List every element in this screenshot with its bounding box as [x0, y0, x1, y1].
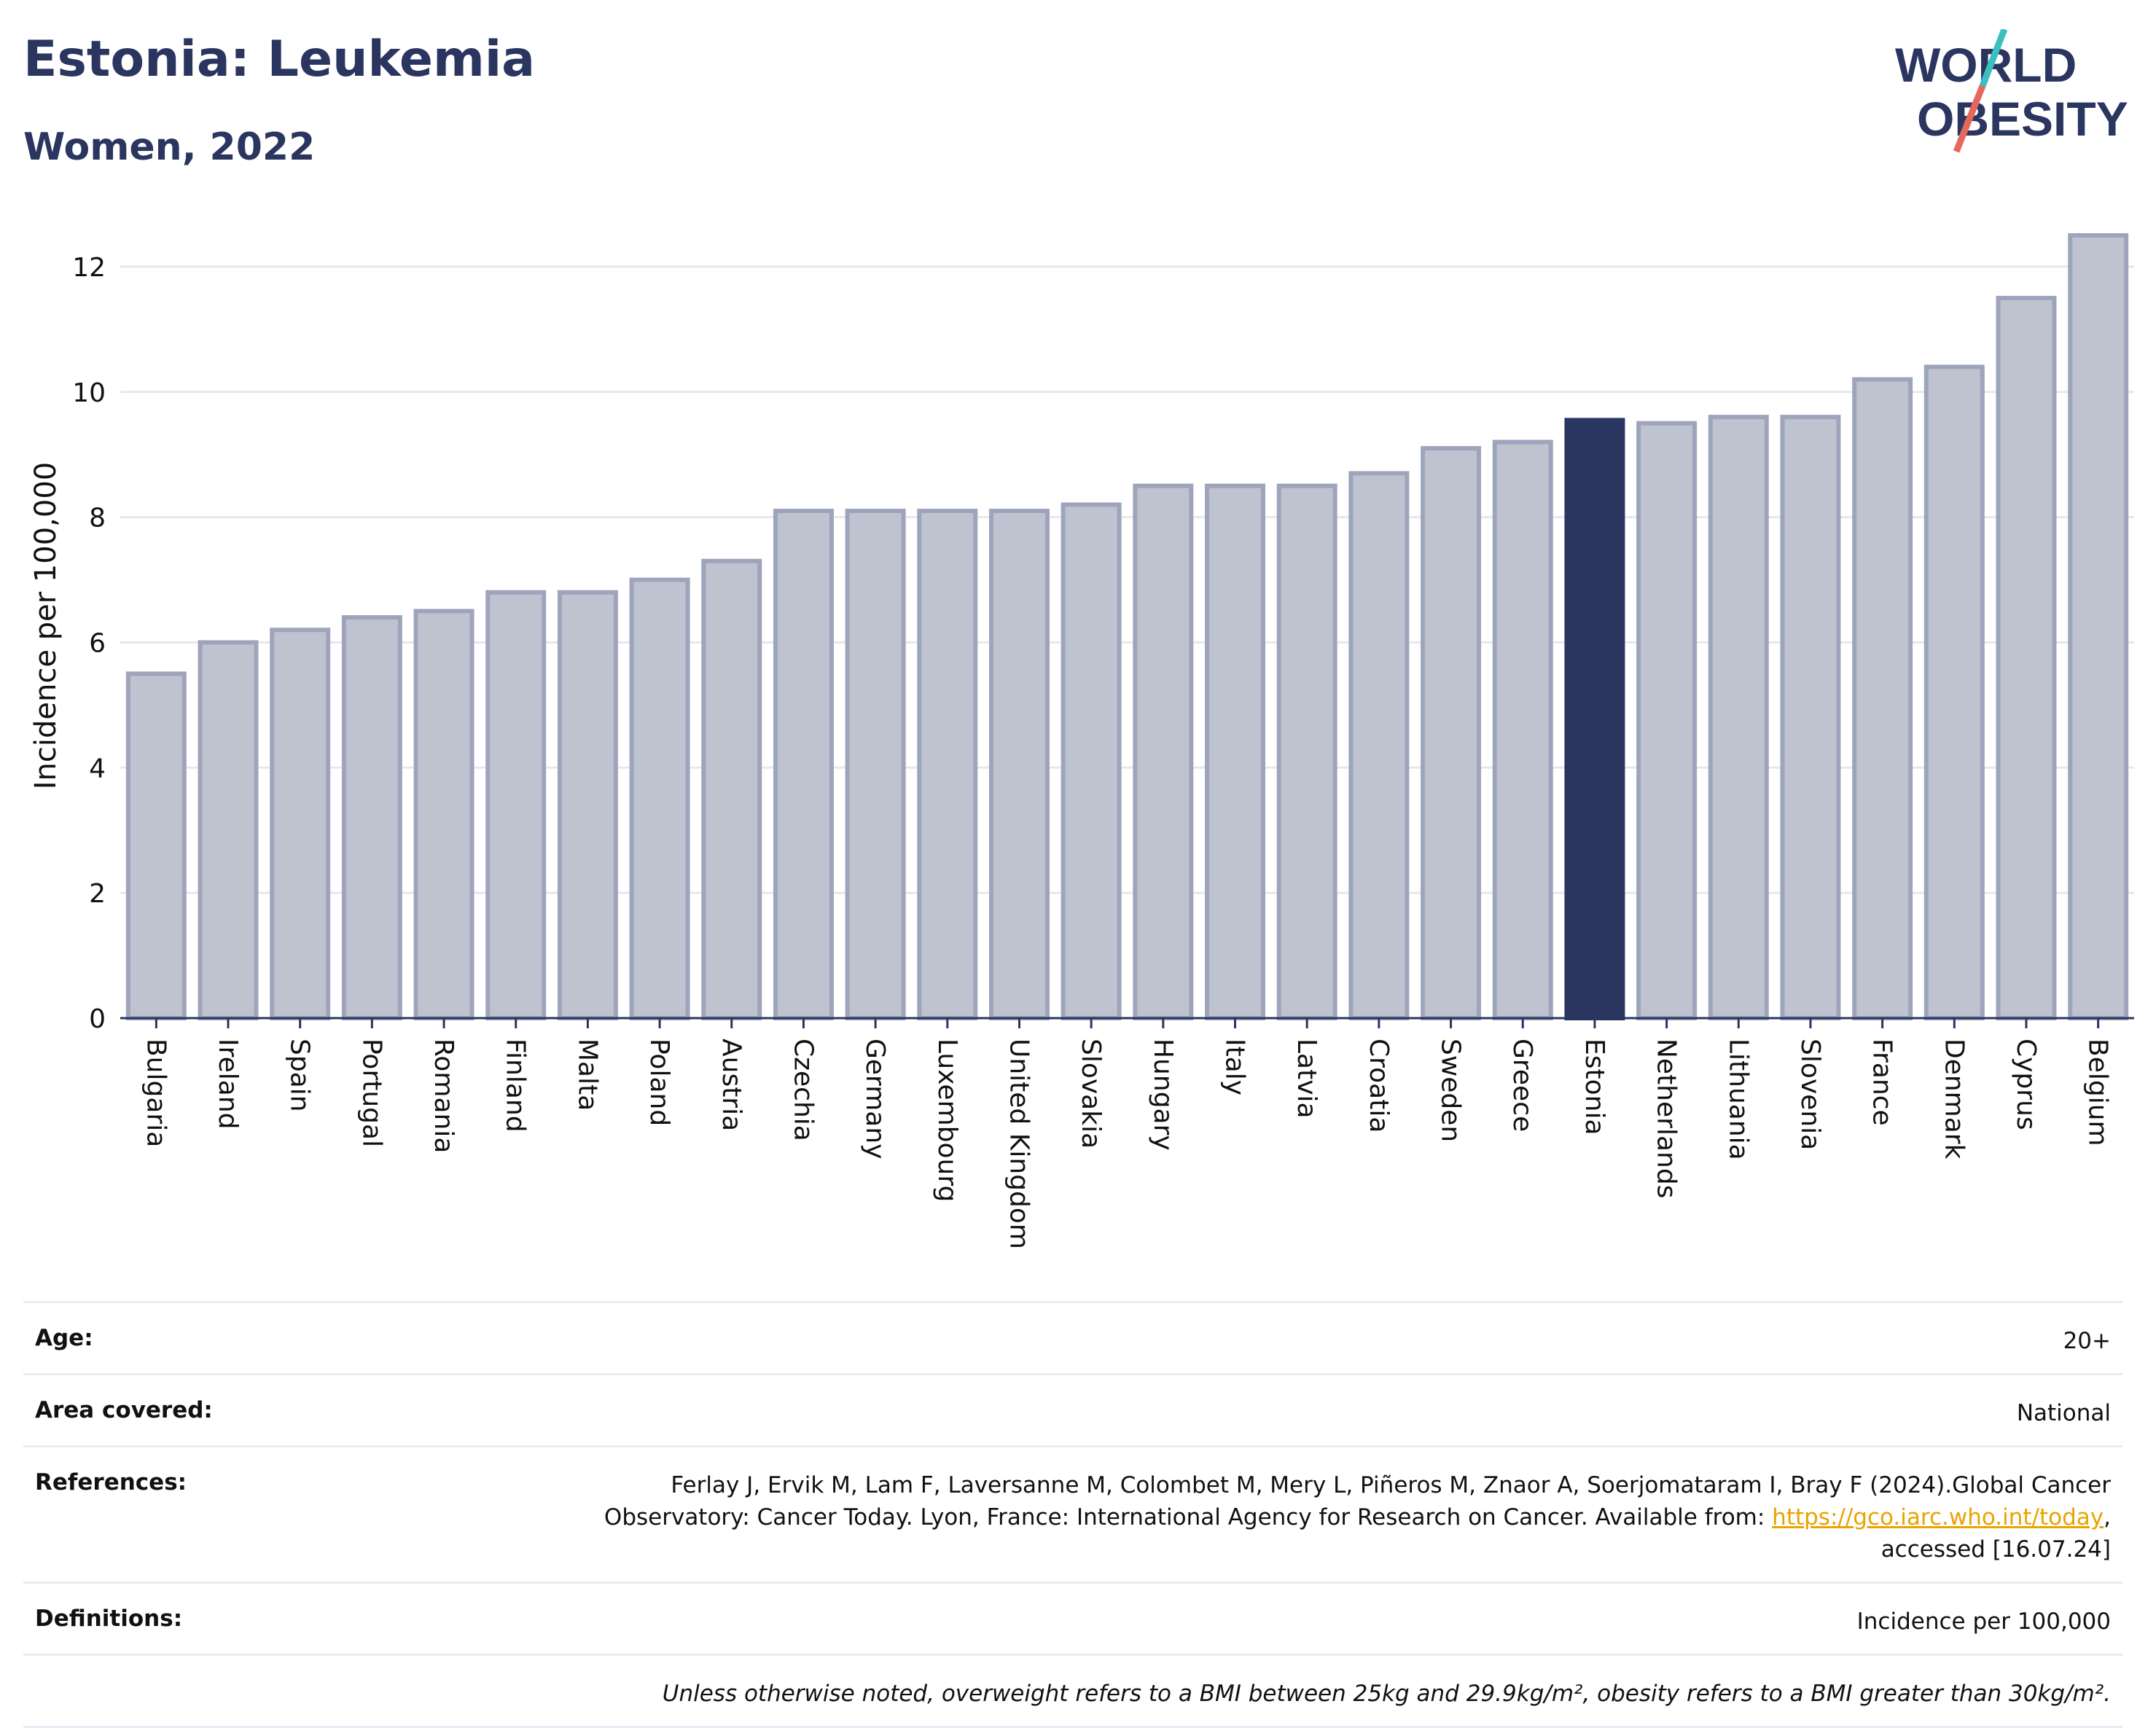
x-tick-label: Latvia	[1292, 1039, 1321, 1119]
bar-germany	[845, 509, 906, 1020]
x-tick-label: Denmark	[1939, 1039, 1969, 1160]
x-tick-label: Czechia	[788, 1039, 818, 1141]
age-label: Age:	[35, 1325, 93, 1351]
meta-row-age: Age: 20+	[23, 1301, 2122, 1373]
x-tick-label: Germany	[860, 1039, 890, 1159]
bar-sweden	[1421, 446, 1482, 1020]
y-tick-label: 2	[89, 879, 106, 909]
references-line2-post: ,	[2104, 1504, 2111, 1530]
bar-estonia	[1564, 418, 1625, 1020]
x-tick-label: United Kingdom	[1004, 1039, 1034, 1249]
page-subtitle: Women, 2022	[23, 125, 316, 169]
x-tick-label: Greece	[1507, 1039, 1537, 1132]
bar-bulgaria	[125, 671, 187, 1021]
bar-spain	[270, 628, 331, 1020]
logo-slash-coral	[1953, 85, 1986, 153]
y-tick-label: 4	[89, 754, 106, 783]
x-tick-label: Poland	[644, 1039, 674, 1126]
x-tick-label: Spain	[285, 1039, 315, 1112]
x-axis-ticks: Bulgaria Ireland Spain Portugal Romania Finla…	[141, 1018, 2113, 1249]
x-tick-label: Slovakia	[1076, 1039, 1106, 1149]
bars	[125, 232, 2129, 1021]
bar-cyprus	[1996, 295, 2057, 1020]
bar-france	[1852, 377, 1913, 1020]
y-tick-label: 8	[89, 504, 106, 533]
bar-croatia	[1348, 471, 1410, 1020]
references-link[interactable]: https://gco.iarc.who.int/today	[1772, 1504, 2104, 1530]
bar-romania	[413, 609, 474, 1020]
bar-latvia	[1276, 483, 1337, 1020]
page-title: Estonia: Leukemia	[23, 31, 536, 88]
bar-greece	[1492, 439, 1553, 1020]
x-tick-label: Cyprus	[2011, 1039, 2041, 1130]
bar-slovenia	[1780, 415, 1841, 1020]
x-tick-label: Romania	[429, 1039, 458, 1153]
logo-text-obesity: OBESITY	[1917, 92, 2128, 146]
x-tick-label: Italy	[1220, 1039, 1250, 1095]
area-label: Area covered:	[35, 1397, 213, 1423]
bar-hungary	[1133, 483, 1194, 1020]
bar-poland	[629, 577, 690, 1020]
x-tick-label: Sweden	[1436, 1039, 1466, 1142]
area-value: National	[2016, 1400, 2111, 1426]
references-value: Ferlay J, Ervik M, Lam F, Laversanne M, …	[604, 1469, 2111, 1565]
x-tick-label: Bulgaria	[141, 1039, 171, 1147]
bar-ireland	[198, 640, 259, 1020]
x-tick-label: Slovenia	[1795, 1039, 1825, 1150]
bar-belgium	[2068, 232, 2129, 1020]
x-tick-label: Malta	[572, 1039, 602, 1111]
x-tick-label: Finland	[501, 1039, 531, 1133]
logo-slash-teal	[1979, 29, 2008, 87]
bar-czechia	[773, 509, 834, 1020]
references-line3: accessed [16.07.24]	[1880, 1536, 2111, 1563]
meta-row-definitions: Definitions: Incidence per 100,000	[23, 1582, 2122, 1654]
bar-netherlands	[1636, 421, 1698, 1020]
x-tick-label: Luxembourg	[932, 1039, 962, 1202]
bar-austria	[701, 558, 762, 1020]
bar-italy	[1205, 483, 1266, 1020]
world-obesity-logo: WORLD OBESITY	[1895, 29, 2128, 153]
bar-portugal	[341, 615, 402, 1020]
meta-row-note: Unless otherwise noted, overweight refer…	[23, 1654, 2122, 1728]
x-tick-label: Austria	[716, 1039, 746, 1131]
bar-denmark	[1923, 364, 1985, 1020]
definitions-value: Incidence per 100,000	[1856, 1608, 2111, 1635]
x-tick-label: Estonia	[1579, 1039, 1609, 1135]
bmi-note: Unless otherwise noted, overweight refer…	[662, 1681, 2111, 1707]
references-line2: Observatory: Cancer Today. Lyon, France:…	[604, 1504, 1773, 1530]
x-tick-label: Hungary	[1148, 1039, 1178, 1151]
y-tick-label: 10	[72, 378, 106, 408]
references-label: References:	[35, 1469, 187, 1496]
x-tick-label: France	[1867, 1039, 1897, 1126]
y-tick-label: 12	[72, 253, 106, 283]
bar-united-kingdom	[988, 509, 1050, 1020]
x-tick-label: Netherlands	[1652, 1039, 1682, 1198]
x-tick-label: Belgium	[2083, 1039, 2113, 1146]
meta-row-area: Area covered: National	[23, 1373, 2122, 1445]
y-axis-label: Incidence per 100,000	[29, 462, 63, 790]
bar-lithuania	[1708, 415, 1769, 1020]
x-tick-label: Croatia	[1364, 1039, 1394, 1133]
x-tick-label: Lithuania	[1723, 1039, 1753, 1160]
meta-row-references: References: Ferlay J, Ervik M, Lam F, La…	[23, 1445, 2122, 1582]
y-tick-label: 0	[89, 1004, 106, 1034]
x-tick-label: Portugal	[356, 1039, 386, 1147]
references-line1: Ferlay J, Ervik M, Lam F, Laversanne M, …	[671, 1472, 2111, 1498]
age-value: 20+	[2063, 1328, 2111, 1354]
y-tick-label: 6	[89, 628, 106, 658]
bar-malta	[557, 590, 618, 1020]
definitions-label: Definitions:	[35, 1606, 183, 1632]
bar-luxembourg	[917, 509, 978, 1020]
bar-slovakia	[1061, 502, 1122, 1020]
y-axis-ticks: 0 2 4 6 8 10 12	[72, 253, 106, 1034]
bar-chart: 0 2 4 6 8 10 12 Bulgaria Ireland Spain Portugal Ro…	[29, 232, 2134, 1249]
metadata-table: Age: 20+ Area covered: National Referenc…	[23, 1301, 2122, 1728]
bar-finland	[485, 590, 547, 1020]
x-tick-label: Ireland	[213, 1039, 243, 1130]
